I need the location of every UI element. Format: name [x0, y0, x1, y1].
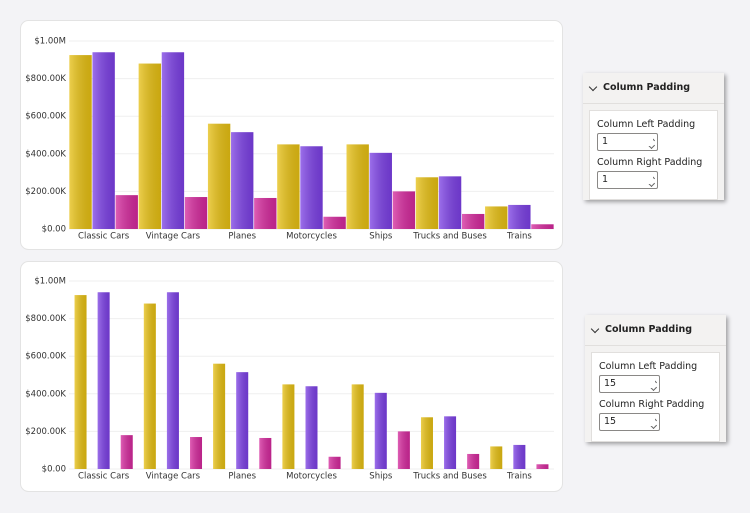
- bar-sheen: [420, 417, 433, 469]
- field-label: Column Left Padding: [597, 119, 696, 130]
- spin-down[interactable]: [649, 421, 658, 430]
- bar-sheen: [328, 456, 341, 469]
- bar-sheen: [236, 372, 249, 469]
- x-tick-label: Ships: [369, 232, 393, 242]
- number-input[interactable]: 1: [597, 133, 658, 151]
- y-tick-label: $800.00K: [25, 314, 66, 324]
- panel-header[interactable]: Column Padding: [583, 73, 724, 104]
- x-tick-label: Motorcycles: [286, 472, 337, 482]
- x-tick-label: Planes: [228, 472, 256, 482]
- bar-sheen: [277, 144, 300, 229]
- bar-sheen: [323, 216, 346, 229]
- bar-sheen: [74, 295, 87, 469]
- x-tick-label: Trains: [506, 232, 532, 242]
- bar-sheen: [92, 52, 115, 229]
- panel-body: Column Left Padding 1 Column Right Padding…: [589, 110, 718, 200]
- field-label: Column Left Padding: [599, 361, 698, 372]
- bar-sheen: [392, 191, 416, 229]
- bar-sheen: [351, 384, 364, 469]
- bar-sheen: [254, 197, 277, 229]
- bar-sheen: [213, 363, 226, 469]
- number-input[interactable]: 15: [599, 413, 660, 431]
- x-tick-label: Classic Cars: [78, 232, 130, 242]
- spin-down[interactable]: [649, 383, 658, 392]
- bar-sheen: [415, 177, 439, 229]
- bar-sheen: [369, 152, 392, 229]
- y-tick-label: $400.00K: [25, 389, 66, 399]
- x-tick-label: Classic Cars: [78, 472, 130, 482]
- y-tick-label: $0.00: [42, 225, 66, 235]
- settings-panel: Column Padding Column Left Padding 1 Column…: [583, 73, 724, 200]
- x-tick-label: Trucks and Buses: [412, 472, 487, 482]
- bar-sheen: [461, 213, 485, 229]
- field-label: Column Right Padding: [597, 157, 703, 168]
- y-tick-label: $200.00K: [25, 187, 66, 197]
- y-tick-label: $1.00M: [34, 37, 66, 47]
- number-input[interactable]: 1: [597, 171, 658, 189]
- bar-sheen: [397, 431, 410, 469]
- bar-sheen: [282, 384, 295, 469]
- panel-body: Column Left Padding 15 Column Right Paddin…: [591, 352, 720, 442]
- bar-sheen: [97, 292, 110, 469]
- bar-sheen: [374, 392, 387, 469]
- x-tick-label: Ships: [369, 472, 393, 482]
- bar-sheen: [305, 386, 318, 469]
- settings-panel: Column Padding Column Left Padding 15 Colum…: [585, 315, 726, 442]
- spin-down[interactable]: [647, 141, 656, 150]
- spin-up[interactable]: [649, 378, 658, 387]
- y-tick-label: $600.00K: [25, 352, 66, 362]
- bar-sheen: [438, 176, 462, 229]
- bar-sheen: [467, 453, 480, 469]
- bar-sheen: [207, 123, 231, 229]
- x-tick-label: Vintage Cars: [146, 472, 201, 482]
- bar-sheen: [115, 195, 138, 229]
- spin-up[interactable]: [647, 174, 656, 183]
- x-tick-label: Motorcycles: [286, 232, 337, 242]
- bar-sheen: [508, 204, 531, 229]
- number-input[interactable]: 15: [599, 375, 660, 393]
- x-tick-label: Planes: [228, 232, 256, 242]
- bar-sheen: [190, 437, 203, 469]
- y-tick-label: $600.00K: [25, 112, 66, 122]
- bar-sheen: [485, 206, 508, 229]
- y-tick-label: $0.00: [42, 465, 66, 475]
- bar-sheen: [120, 435, 133, 469]
- bar-sheen: [300, 146, 323, 229]
- x-tick-label: Trucks and Buses: [412, 232, 487, 242]
- bar-sheen: [513, 444, 526, 469]
- spin-down[interactable]: [647, 179, 656, 188]
- bar-sheen: [231, 132, 254, 229]
- spin-up[interactable]: [647, 136, 656, 145]
- bar-sheen: [490, 446, 503, 469]
- field-label: Column Right Padding: [599, 399, 705, 410]
- y-tick-label: $800.00K: [25, 74, 66, 84]
- bar-sheen: [69, 55, 92, 229]
- y-tick-label: $200.00K: [25, 427, 66, 437]
- bar-sheen: [161, 52, 185, 229]
- y-tick-label: $400.00K: [25, 149, 66, 159]
- y-tick-label: $1.00M: [34, 277, 66, 287]
- spin-up[interactable]: [649, 416, 658, 425]
- x-tick-label: Vintage Cars: [146, 232, 201, 242]
- bar-sheen: [531, 224, 554, 229]
- bar-sheen: [536, 464, 549, 469]
- bar-sheen: [444, 416, 457, 469]
- bar-sheen: [184, 197, 208, 229]
- bar-sheen: [259, 437, 272, 469]
- x-tick-label: Trains: [506, 472, 532, 482]
- panel-header[interactable]: Column Padding: [585, 315, 726, 346]
- bar-sheen: [346, 144, 369, 229]
- bar-sheen: [143, 303, 156, 469]
- bar-sheen: [138, 63, 162, 230]
- bar-sheen: [166, 292, 179, 469]
